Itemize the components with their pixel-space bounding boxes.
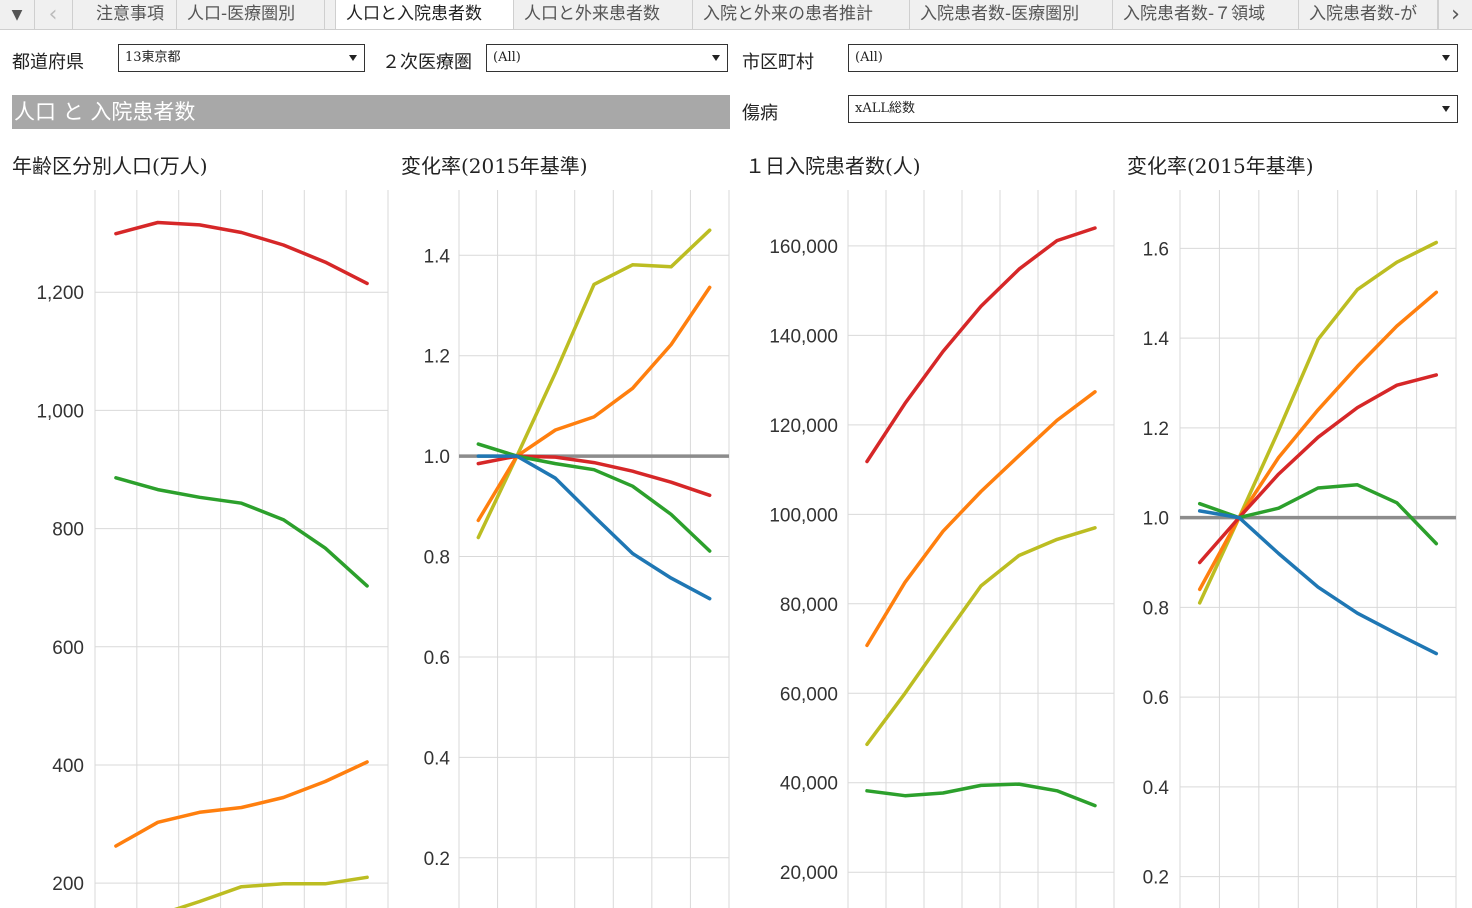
chart-3-series-olive-line [1197, 240, 1439, 605]
chart-2-ytick-label: 100,000 [769, 505, 838, 526]
tab-bar: ▼ ‹ 注意事項 人口-医療圏別 人口と入院患者数 人口と外来患者数 入院と外来… [0, 0, 1472, 30]
chart-2-series-orange-line [865, 390, 1097, 648]
chart-3-series-red-line [1197, 373, 1439, 565]
chart-3-ytick-label: 1.0 [1143, 509, 1169, 530]
chart-3-ytick-label: 0.2 [1143, 868, 1169, 889]
chart-1-ytick-label: 0.8 [424, 548, 450, 569]
disease-select[interactable]: xALL総数 [848, 95, 1458, 123]
chart-title-inpatients: １日入院患者数(人) [745, 154, 921, 178]
section-title: 人口 と 入院患者数 [12, 95, 730, 129]
tab-inpatients-cancer[interactable]: 入院患者数-が [1299, 0, 1438, 29]
tab-notes[interactable]: 注意事項 [86, 0, 177, 29]
chevron-down-icon [712, 55, 720, 61]
chart-title-inpatient-change: 変化率(2015年基準) [1127, 154, 1314, 178]
chart-0-series-orange-line [114, 760, 369, 848]
tab-prev-arrow-icon[interactable]: ‹ [35, 0, 71, 29]
chart-0-ytick-label: 600 [52, 638, 84, 659]
prefecture-value: 13東京都 [125, 50, 181, 65]
chart-1-series-blue-line [476, 454, 712, 601]
chart-2-series-red-line [865, 226, 1097, 464]
chart-0-series-red-line [114, 220, 369, 286]
chart-0-series-olive-line [173, 875, 369, 908]
chart-1-ytick-label: 1.4 [424, 246, 451, 267]
municipality-value: (All) [855, 50, 883, 65]
chart-1-ytick-label: 1.0 [424, 447, 450, 468]
chart-2-ytick-label: 40,000 [780, 774, 838, 795]
chart-1-ytick-label: 0.6 [424, 648, 450, 669]
prefecture-select[interactable]: 13東京都 [118, 44, 365, 72]
tab-next-arrow-icon[interactable]: › [1439, 0, 1472, 29]
tab-inpatients-by-area[interactable]: 入院患者数-医療圏別 [910, 0, 1113, 29]
tab-population-and-inpatients[interactable]: 人口と入院患者数 [335, 0, 514, 29]
chart-3-ytick-label: 0.6 [1143, 688, 1169, 709]
chart-3-ytick-label: 1.2 [1143, 419, 1169, 440]
municipality-label: 市区町村 [742, 52, 814, 73]
municipality-select[interactable]: (All) [848, 44, 1458, 72]
chart-0-ytick-label: 1,200 [36, 283, 84, 304]
chart-2-ytick-label: 160,000 [769, 237, 838, 258]
chart-3-ytick-label: 1.4 [1143, 329, 1170, 350]
tab-inpatients-7-domains[interactable]: 入院患者数-７領域 [1113, 0, 1299, 29]
chart-2-ytick-label: 20,000 [780, 863, 838, 884]
chart-3-ytick-label: 0.8 [1143, 598, 1169, 619]
sheet-tabs: 注意事項 人口-医療圏別 人口と入院患者数 人口と外来患者数 入院と外来の患者推… [86, 0, 1438, 29]
chart-0-ytick-label: 400 [52, 756, 84, 777]
chart-1-ytick-label: 1.2 [424, 347, 450, 368]
chart-2-ytick-label: 140,000 [769, 326, 838, 347]
chart-1-series-orange-line [476, 285, 712, 523]
chart-0-ytick-label: 800 [52, 520, 84, 541]
chart-3-ytick-label: 1.6 [1143, 239, 1169, 260]
chart-0-ytick-label: 1,000 [36, 401, 84, 422]
chart-1-ytick-label: 0.4 [424, 748, 451, 769]
chart-0-series-green-line [114, 476, 369, 588]
chart-3-ytick-label: 0.4 [1143, 778, 1170, 799]
chart-3-series-green-line [1197, 483, 1439, 546]
chevron-down-icon [1442, 106, 1450, 112]
tab-menu-dropdown-icon[interactable]: ▼ [0, 0, 34, 29]
chart-1-ytick-label: 0.2 [424, 849, 450, 870]
chart-2-series-olive-line [865, 526, 1097, 747]
chevron-down-icon [1442, 55, 1450, 61]
chart-2-ytick-label: 80,000 [780, 595, 838, 616]
tab-population-by-area[interactable]: 人口-医療圏別 [177, 0, 325, 29]
tab-population-and-outpatients[interactable]: 人口と外来患者数 [514, 0, 693, 29]
chevron-down-icon [349, 55, 357, 61]
disease-label: 傷病 [742, 103, 778, 124]
disease-value: xALL総数 [855, 101, 915, 116]
chart-0-ytick-label: 200 [52, 874, 84, 895]
secondary-area-value: (All) [493, 50, 521, 65]
chart-3-series-blue-line [1197, 509, 1439, 656]
tab-inpatient-outpatient-estimate[interactable]: 入院と外来の患者推計 [693, 0, 910, 29]
chart-1-series-olive-line [476, 228, 712, 540]
prefecture-label: 都道府県 [12, 52, 84, 73]
chart-title-population: 年齢区分別人口(万人) [12, 154, 208, 178]
chart-2-ytick-label: 120,000 [769, 416, 838, 437]
chart-title-population-change: 変化率(2015年基準) [401, 154, 588, 178]
secondary-area-select[interactable]: (All) [486, 44, 728, 72]
chart-2-series-green-line [865, 782, 1097, 808]
chart-2-ytick-label: 60,000 [780, 684, 838, 705]
secondary-area-label: ２次医療圏 [382, 52, 472, 73]
